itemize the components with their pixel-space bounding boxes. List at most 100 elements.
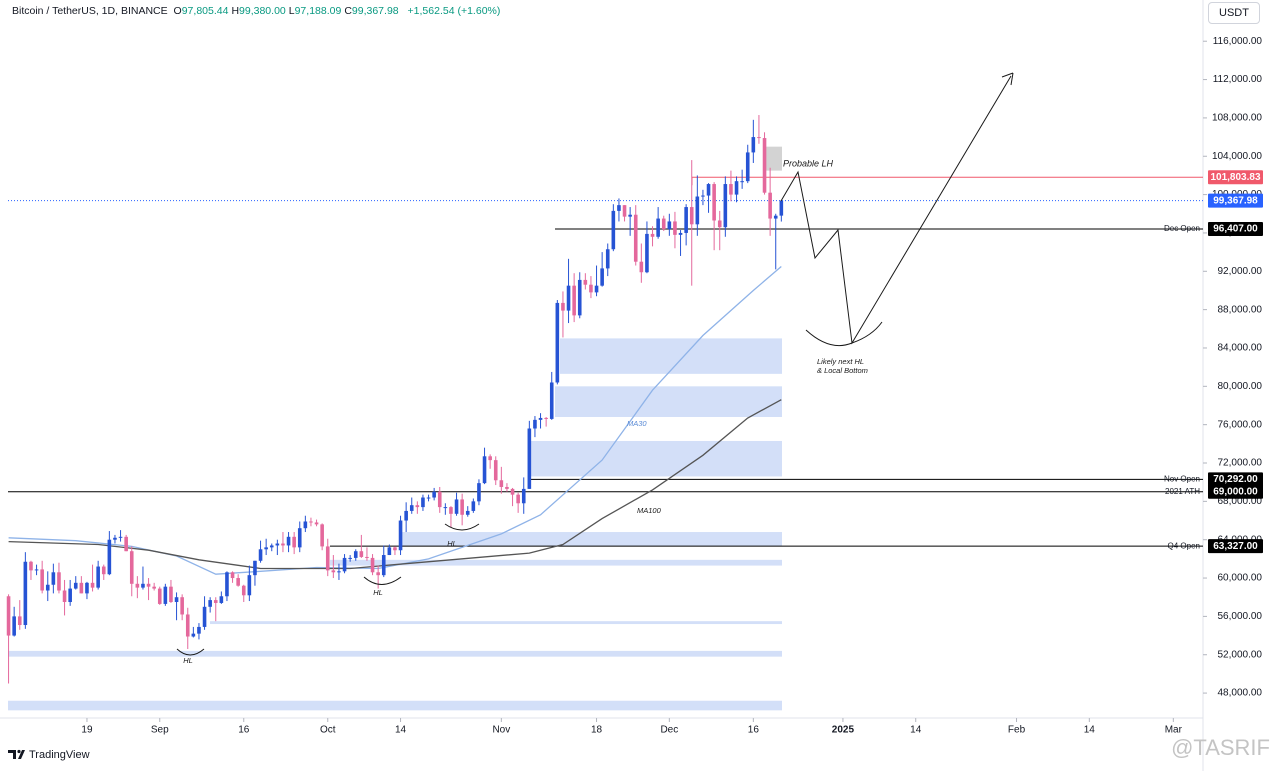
candle-body [17, 616, 22, 626]
annotation: Probable LH [783, 158, 834, 168]
candle-body [521, 488, 526, 504]
candle-body [197, 626, 201, 634]
candle-body [482, 456, 487, 484]
demand-zone [400, 532, 782, 547]
change: +1,562.54 (+1.60%) [407, 5, 501, 17]
ohlc-legend: O97,805.44 H99,380.00 L97,188.09 C99,367.98 [174, 5, 402, 17]
symbol: Bitcoin / TetherUS, 1D, BINANCE [12, 5, 168, 17]
x-tick-label: Feb [1008, 725, 1026, 736]
candle-body [622, 205, 627, 217]
candle-body [124, 536, 128, 552]
candle-body [762, 138, 767, 193]
candle-body [331, 570, 336, 573]
brand-logo: TradingView [8, 749, 90, 761]
y-tick-label: 116,000.00 [1213, 36, 1263, 47]
candle-body [157, 588, 162, 604]
candle-body [398, 520, 403, 551]
candle-body [745, 152, 750, 182]
candle-body [583, 279, 588, 285]
candle-body [555, 302, 560, 383]
x-tick-label: Oct [320, 725, 336, 736]
candle-body [740, 181, 744, 183]
candle-body [589, 284, 593, 293]
candle-body [437, 491, 442, 508]
candle-body [678, 232, 683, 235]
candle-body [118, 536, 123, 538]
demand-zone [530, 440, 782, 477]
candle-body [169, 586, 173, 603]
demand-zone [8, 700, 782, 711]
candle-body [107, 539, 112, 575]
level-label-box [1208, 472, 1263, 487]
candle-body [505, 486, 509, 489]
candle-body [365, 556, 369, 558]
candle-body [219, 596, 224, 603]
candle-body [101, 566, 106, 575]
demand-zone [560, 338, 782, 374]
candle-body [499, 480, 504, 487]
level-label: 63,327.00 [1213, 541, 1258, 552]
candle-body [493, 460, 498, 481]
y-tick-label: 56,000.00 [1218, 611, 1263, 622]
level-name: Dec Open [1164, 224, 1200, 233]
candle-body [415, 505, 420, 508]
candle-body [370, 557, 375, 573]
brand-name: TradingView [29, 749, 90, 761]
x-tick-label: 19 [81, 725, 93, 736]
candle-body [85, 582, 89, 594]
candle-body [281, 543, 285, 546]
level-label: 96,407.00 [1213, 224, 1258, 235]
candle-body [605, 249, 610, 269]
moving-average [8, 399, 782, 570]
moving-average [8, 266, 782, 575]
x-tick-label: Mar [1165, 725, 1183, 736]
x-tick-label: 14 [395, 725, 407, 736]
demand-zone [555, 386, 782, 417]
candle-body [594, 285, 599, 293]
ohlc-value: 99,367.98 [351, 5, 399, 17]
candle-body [57, 572, 61, 591]
candle-body [141, 583, 145, 588]
candle-body [673, 221, 677, 235]
candle-body [185, 614, 190, 637]
candle-body [163, 586, 168, 604]
candle-body [303, 521, 308, 529]
candle-body [135, 583, 140, 588]
candle-body [258, 549, 263, 561]
candle-body [477, 483, 481, 502]
y-tick-label: 68,000.00 [1218, 496, 1263, 507]
candle-body [527, 428, 532, 489]
level-label-box [1208, 484, 1263, 499]
candle-body [751, 137, 756, 153]
level-label-box [1208, 193, 1263, 208]
candle-body [40, 569, 44, 591]
arrow-head [1001, 72, 1014, 86]
candle-body [113, 537, 117, 540]
x-tick-label: 2025 [832, 725, 855, 736]
candle-body [275, 543, 280, 546]
candle-body [393, 547, 397, 551]
currency-button[interactable]: USDT [1208, 2, 1260, 24]
candle-body [387, 547, 392, 556]
candle-body [779, 200, 784, 216]
annotation: MA30 [627, 419, 647, 428]
level-label: 99,367.98 [1213, 195, 1258, 206]
candle-body [79, 582, 84, 594]
candle-body [729, 184, 733, 195]
candle-body [297, 528, 302, 548]
candle-body [404, 510, 408, 521]
candle-body [146, 583, 151, 587]
ohlc-key: O [173, 5, 182, 17]
candle-body [628, 214, 632, 217]
x-tick-label: 16 [748, 725, 760, 736]
candle-body [773, 215, 778, 219]
demand-zone [8, 650, 782, 657]
candle-body [12, 616, 16, 636]
y-tick-label: 84,000.00 [1218, 343, 1263, 354]
bottom-curve [805, 321, 883, 347]
candle-body [68, 588, 72, 603]
candle-body [230, 572, 235, 579]
hl-arc [363, 576, 402, 585]
candle-body [667, 221, 672, 230]
